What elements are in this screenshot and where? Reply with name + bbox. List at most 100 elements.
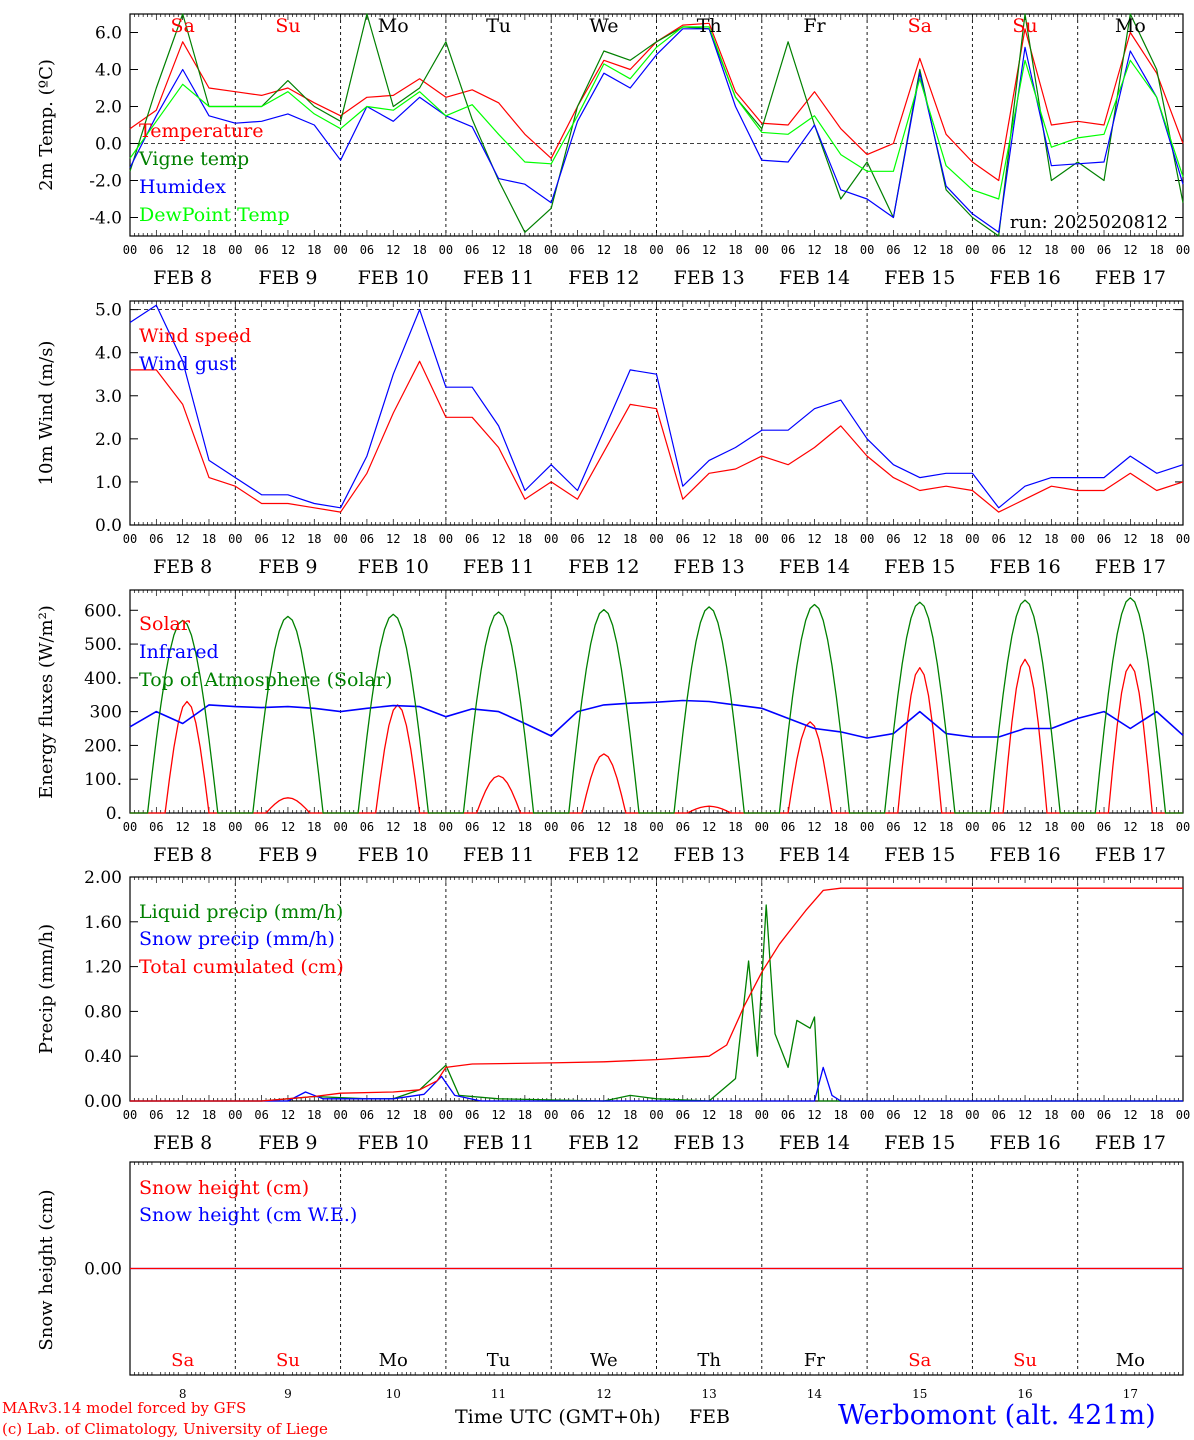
x-tick-label: 12 (281, 820, 295, 834)
weekday-label: We (590, 1350, 618, 1371)
x-tick-label: 00 (860, 820, 874, 834)
x-tick-label: 06 (360, 243, 374, 257)
day-number-label: 10 (386, 1387, 401, 1401)
y-tick-label: 1.20 (84, 958, 122, 978)
series-line (129, 26, 1184, 200)
date-label: FEB 15 (884, 267, 955, 289)
x-tick-label: 00 (649, 820, 663, 834)
x-tick-label: 00 (860, 243, 874, 257)
x-tick-label: 18 (307, 820, 321, 834)
date-label: FEB 17 (1095, 844, 1166, 866)
x-tick-label: 18 (412, 532, 426, 546)
x-tick-label: 06 (360, 532, 374, 546)
y-tick-label: 300 (90, 703, 122, 723)
x-tick-label: 12 (491, 243, 505, 257)
x-tick-label: 18 (518, 532, 532, 546)
x-tick-label: 06 (149, 243, 163, 257)
x-tick-label: 00 (755, 1108, 769, 1122)
x-tick-label: 06 (886, 532, 900, 546)
x-tick-label: 00 (333, 1108, 347, 1122)
x-tick-label: 12 (386, 532, 400, 546)
x-tick-label: 12 (386, 243, 400, 257)
x-tick-label: 00 (333, 243, 347, 257)
y-tick-label: 0.00 (84, 1092, 122, 1112)
date-label: FEB 12 (568, 556, 639, 578)
day-number-label: 12 (596, 1387, 611, 1401)
x-tick-label: 12 (597, 1108, 611, 1122)
x-tick-label: 00 (965, 532, 979, 546)
x-tick-label: 18 (623, 532, 637, 546)
date-label: FEB 11 (463, 844, 534, 866)
y-tick-label: 0. (106, 804, 122, 824)
y-tick-label: 3.0 (95, 387, 122, 407)
x-tick-label: 12 (281, 1108, 295, 1122)
x-tick-label: 18 (518, 1108, 532, 1122)
x-tick-label: 06 (781, 243, 795, 257)
x-tick-label: 00 (860, 1108, 874, 1122)
x-tick-label: 06 (465, 243, 479, 257)
date-label: FEB 13 (674, 1132, 745, 1154)
x-tick-label: 12 (597, 243, 611, 257)
footer-month-label: FEB (689, 1406, 731, 1428)
weekday-label: Su (1012, 15, 1037, 37)
x-tick-label: 00 (544, 1108, 558, 1122)
date-label: FEB 16 (989, 844, 1060, 866)
x-tick-label: 18 (834, 243, 848, 257)
x-tick-label: 12 (386, 820, 400, 834)
y-axis-label: 2m Temp. (ºC) (36, 59, 57, 191)
legend-entry: Temperature (139, 120, 263, 142)
x-tick-label: 06 (254, 532, 268, 546)
y-axis-label: Snow height (cm) (36, 1189, 57, 1350)
x-tick-label: 12 (1018, 820, 1032, 834)
x-tick-label: 00 (228, 820, 242, 834)
x-tick-label: 18 (307, 243, 321, 257)
x-tick-label: 12 (702, 243, 716, 257)
x-tick-label: 18 (1149, 820, 1163, 834)
x-tick-label: 00 (544, 532, 558, 546)
x-tick-label: 18 (1149, 243, 1163, 257)
x-tick-label: 18 (728, 532, 742, 546)
panel-frame (129, 13, 1184, 237)
x-tick-label: 12 (1123, 532, 1137, 546)
x-tick-label: 18 (728, 1108, 742, 1122)
x-tick-label: 18 (412, 820, 426, 834)
x-tick-label: 12 (913, 1108, 927, 1122)
weekday-label: Tu (486, 15, 511, 37)
y-tick-label: 2.0 (95, 98, 122, 118)
x-tick-label: 12 (807, 243, 821, 257)
weekday-label: We (589, 15, 618, 37)
x-tick-label: 18 (939, 243, 953, 257)
x-tick-label: 00 (228, 1108, 242, 1122)
date-label: FEB 9 (258, 267, 317, 289)
x-tick-label: 06 (781, 820, 795, 834)
x-tick-label: 06 (1097, 243, 1111, 257)
x-tick-label: 00 (755, 532, 769, 546)
weekday-label: Mo (1115, 15, 1146, 37)
date-label: FEB 8 (153, 1132, 212, 1154)
x-tick-label: 00 (439, 1108, 453, 1122)
x-tick-label: 00 (1070, 532, 1084, 546)
x-tick-label: 00 (1176, 243, 1190, 257)
x-tick-label: 18 (307, 1108, 321, 1122)
date-label: FEB 12 (568, 844, 639, 866)
x-tick-label: 12 (1123, 820, 1137, 834)
x-tick-label: 06 (676, 243, 690, 257)
x-tick-label: 12 (1018, 532, 1032, 546)
x-tick-label: 00 (123, 243, 137, 257)
x-tick-label: 00 (228, 243, 242, 257)
x-tick-label: 18 (1044, 820, 1058, 834)
x-tick-label: 00 (544, 820, 558, 834)
legend-entry: Total cumulated (cm) (139, 956, 344, 978)
x-tick-label: 06 (1097, 532, 1111, 546)
x-tick-label: 18 (939, 820, 953, 834)
x-tick-label: 06 (991, 532, 1005, 546)
x-tick-label: 00 (123, 820, 137, 834)
date-label: FEB 14 (779, 556, 850, 578)
legend-entry: DewPoint Temp (139, 204, 290, 226)
y-tick-label: 0.40 (84, 1047, 122, 1067)
x-tick-label: 06 (781, 1108, 795, 1122)
x-tick-label: 06 (676, 1108, 690, 1122)
x-tick-label: 18 (728, 820, 742, 834)
x-tick-label: 00 (1070, 243, 1084, 257)
x-tick-label: 18 (834, 820, 848, 834)
